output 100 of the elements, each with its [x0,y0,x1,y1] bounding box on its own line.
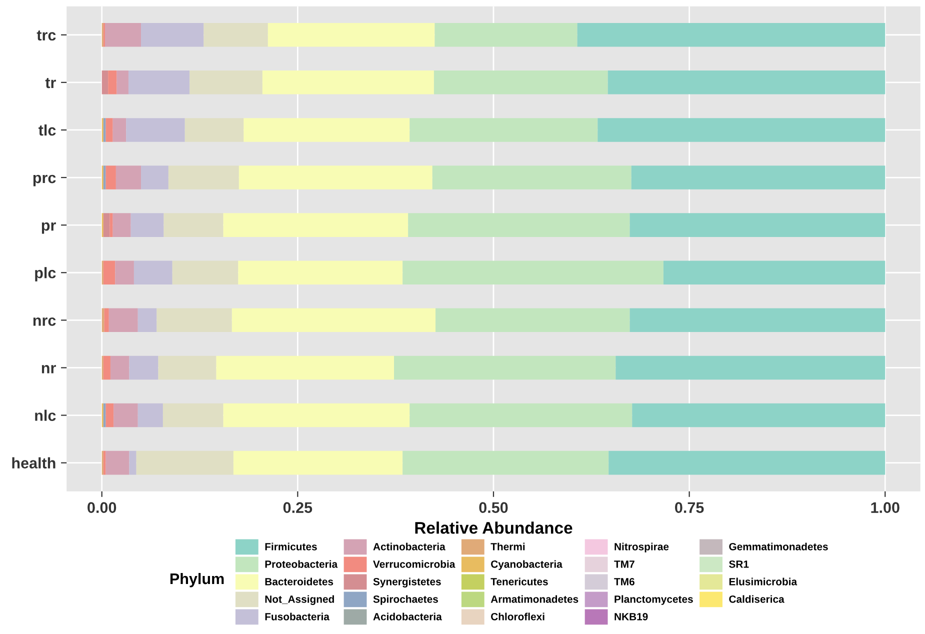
legend-label: Verrucomicrobia [373,560,456,568]
bar [238,260,403,285]
bar [103,166,106,190]
bar [104,22,142,47]
y-tick-label: pr [42,222,56,234]
legend-label: Nitrospirae [614,542,669,552]
bar [244,118,410,142]
bar [115,260,134,285]
bar [114,403,138,428]
legend-label: Thermi [490,542,525,550]
bar [106,118,113,142]
y-tick-label: nlc [35,410,56,421]
bar [129,356,158,380]
legend-label: Spirochaetes [373,595,438,605]
legend-label: TM7 [614,560,634,568]
bar [172,260,238,285]
bar [238,166,432,190]
legend-label: Acidobacteria [373,612,442,620]
bar [216,356,394,380]
bar [434,70,608,94]
bar [432,166,632,190]
bar [410,118,598,142]
bar [164,213,224,237]
x-axis-title: Relative Abundance [415,522,572,534]
legend-label: TM6 [614,578,634,586]
bar [106,450,130,475]
bar [608,450,886,475]
y-tick-label: health [12,457,56,469]
y-tick-label: prc [33,174,56,186]
legend-label: Not_Assigned [265,595,334,605]
bar [158,356,216,380]
y-tick-label: tr [45,78,56,88]
bar [104,308,109,332]
bar [162,403,224,428]
legend-label: Firmicutes [265,542,317,550]
bar [110,213,113,237]
x-tick-label: 0.00 [88,502,116,513]
bar [138,403,163,428]
bar [103,403,106,428]
bar [410,403,632,428]
bar [103,213,110,237]
bar [134,260,172,285]
bar [103,356,110,380]
bar [630,213,886,237]
bar [577,22,886,47]
legend-label: Synergistetes [373,578,441,588]
bar [402,450,609,475]
bar [223,213,408,237]
bar [110,356,130,380]
y-tick-label: tlc [38,124,56,136]
bar [190,70,262,94]
legend-label: Caldiserica [729,595,784,603]
bar [103,260,116,285]
bar [138,308,157,332]
bar [233,450,403,475]
legend-label: Actinobacteria [373,542,446,550]
bar [268,22,435,47]
legend-label: Chloroflexi [491,612,544,620]
y-tick-label: trc [36,30,56,41]
bar [232,308,436,332]
legend-label: Bacteroidetes [265,578,334,586]
legend-label: Elusimicrobia [729,578,798,586]
bar [128,70,190,94]
y-tick-label: plc [35,267,56,282]
legend-label: Tenericutes [490,578,548,586]
x-tick-label: 0.50 [479,502,508,513]
bar [436,308,630,332]
x-tick-label: 0.75 [675,502,704,513]
bar [394,356,616,380]
bar [103,450,106,475]
bar [262,70,434,94]
bar [108,308,138,332]
bar [608,70,886,94]
bar [116,166,142,190]
bar [103,118,106,142]
bar [102,70,108,94]
y-tick-label: nr [42,365,56,374]
bar [204,22,268,47]
legend-label: NKB19 [614,612,648,620]
bar [116,70,128,94]
bar [106,403,114,428]
bar [630,308,886,332]
bar [402,260,664,285]
bar [112,118,126,142]
bar [136,450,234,475]
legend-label: Cyanobacteria [491,560,562,570]
bar [126,118,185,142]
bar [141,166,168,190]
bar [598,118,886,142]
bar [223,403,410,428]
legend-label: Armatimonadetes [490,595,578,603]
bar [156,308,232,332]
bar [106,166,116,190]
bar [184,118,244,142]
legend-title: Phylum [170,572,224,588]
legend-label: Fusobacteria [265,612,330,620]
bar [108,70,117,94]
legend-label: SR1 [729,560,749,568]
x-tick-label: 1.00 [871,502,900,513]
bar [631,166,886,190]
